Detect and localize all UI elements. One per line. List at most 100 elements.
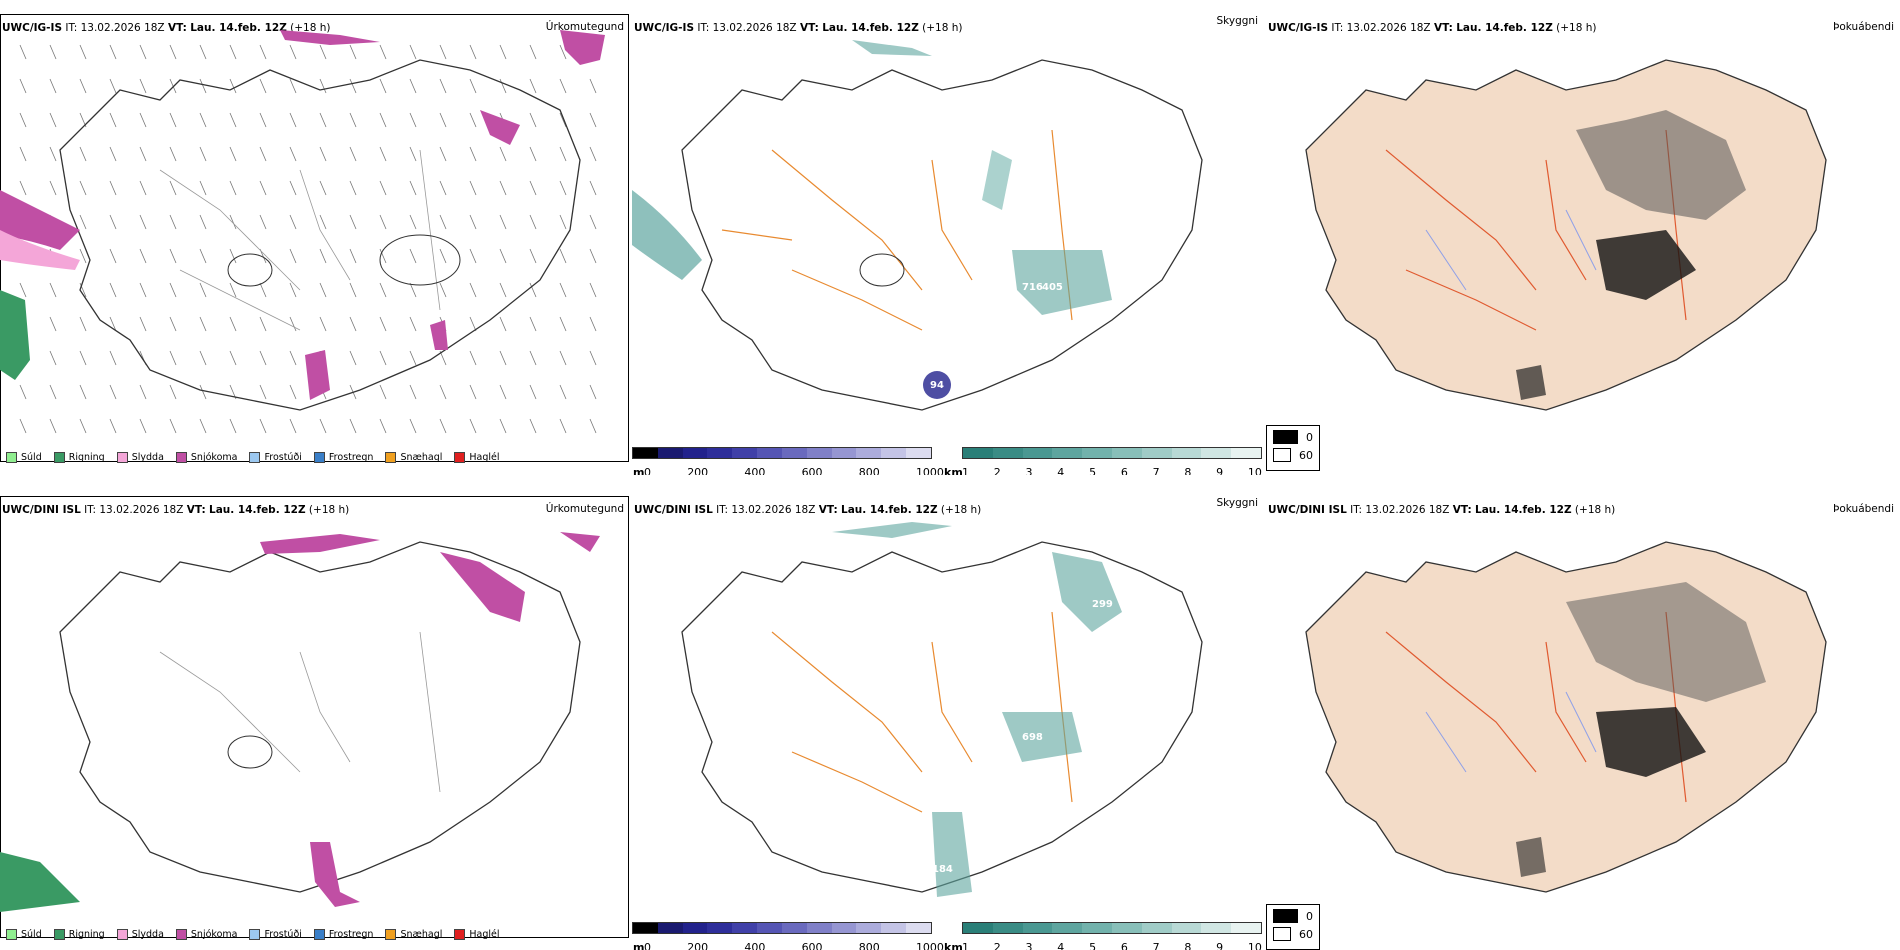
legend-swatch — [1273, 909, 1298, 923]
wind-barb — [589, 112, 597, 128]
wind-barb — [349, 180, 357, 196]
wind-barb — [529, 112, 537, 128]
wind-barb — [379, 78, 387, 94]
wind-barb — [409, 350, 417, 366]
legend-label: 60 — [1299, 927, 1313, 941]
wind-barb — [139, 418, 147, 434]
wind-barb — [109, 282, 117, 298]
wind-barb — [439, 282, 447, 298]
wind-barb — [439, 112, 447, 128]
precip-legend-item: Frostúði — [249, 452, 302, 463]
legend-swatch — [6, 929, 17, 940]
snow-area — [0, 190, 80, 250]
tick-label: 5 — [1089, 466, 1097, 475]
panel-header: UWC/DINI ISL IT: 13.02.2026 18Z VT: Lau.… — [634, 504, 981, 516]
lead-time: (+18 h) — [940, 504, 982, 516]
wind-barb — [439, 146, 447, 162]
legend-label: Frostúði — [264, 452, 302, 463]
colorbar-segment — [906, 448, 931, 458]
wind-barb — [469, 282, 477, 298]
visibility-ticks: 1 2 3 4 5 6 7 8 9 10 — [962, 466, 1262, 475]
tick-label: 0 — [644, 941, 651, 950]
visibility-area — [982, 150, 1012, 210]
panel-header: UWC/DINI ISL IT: 13.02.2026 18Z VT: Lau.… — [2, 504, 349, 516]
init-time: 13.02.2026 18Z — [1365, 504, 1450, 516]
wind-barb — [379, 418, 387, 434]
wind-barb — [529, 282, 537, 298]
tick-label: 4 — [1057, 466, 1065, 475]
wind-barb — [289, 418, 297, 434]
wind-barb — [289, 350, 297, 366]
wind-barb — [79, 418, 87, 434]
tick-label: 3 — [1025, 466, 1033, 475]
wind-barb — [139, 282, 147, 298]
colorbar-segment — [1171, 923, 1202, 933]
legend-label: Slydda — [131, 452, 164, 463]
tick-label: 800 — [858, 466, 880, 475]
wind-barb — [289, 78, 297, 94]
wind-barb — [109, 384, 117, 400]
wind-barb — [259, 112, 267, 128]
visibility-area — [1002, 712, 1082, 762]
tick-label: 7 — [1152, 466, 1160, 475]
roads — [721, 129, 1073, 331]
wind-barb — [19, 78, 27, 94]
wind-barb — [469, 316, 477, 332]
wind-barb — [559, 282, 567, 298]
wind-barb — [439, 418, 447, 434]
snow-area — [560, 532, 600, 552]
wind-barb — [169, 248, 177, 264]
wind-barb — [469, 44, 477, 60]
legend-swatch — [1273, 430, 1298, 444]
wind-barb — [49, 282, 57, 298]
lead-time: (+18 h) — [1574, 504, 1616, 516]
colorbar-segment — [831, 923, 857, 933]
land — [1305, 541, 1827, 893]
wind-barb — [109, 350, 117, 366]
wind-barb — [229, 248, 237, 264]
wind-barb — [49, 384, 57, 400]
legend-swatch — [454, 452, 466, 463]
vt-label: VT: — [1433, 22, 1453, 34]
wind-barb — [319, 146, 327, 162]
precip-legend-item: Slydda — [116, 452, 164, 463]
wind-barb — [169, 316, 177, 332]
wind-barb — [589, 316, 597, 332]
visibility-area — [1052, 552, 1122, 632]
legend-label: 60 — [1299, 448, 1313, 462]
wind-barb — [529, 180, 537, 196]
tick-label: 1000 — [915, 466, 944, 475]
wind-barb — [589, 146, 597, 162]
cloud-panel-bottom: UWC/DINI ISL IT: 13.02.2026 18Z VT: Lau.… — [632, 482, 1264, 950]
wind-barb — [199, 316, 207, 332]
init-time: 13.02.2026 18Z — [1346, 22, 1431, 34]
wind-barb — [109, 112, 117, 128]
wind-barb — [559, 146, 567, 162]
colorbar-segment — [781, 923, 807, 933]
lead-time: (+18 h) — [922, 22, 963, 34]
precip-legend-item: Haglél — [454, 929, 500, 940]
tick-label: 2 — [993, 941, 1001, 950]
land — [1305, 59, 1827, 411]
wind-barb — [529, 248, 537, 264]
valid-time: Lau. 14.feb. 12Z — [1475, 504, 1572, 516]
fog-panel-top: UWC/IG-IS IT: 13.02.2026 18Z VT: Lau. 14… — [1266, 0, 1900, 475]
ceiling-colorbar — [632, 447, 932, 459]
colorbar-segment — [657, 448, 683, 458]
colorbar-segment — [682, 923, 708, 933]
wind-barb — [379, 384, 387, 400]
colorbar-segment — [757, 448, 782, 458]
wind-barb — [349, 44, 357, 60]
precip-legend-item: Snjókoma — [175, 929, 237, 940]
colorbar-segment — [963, 923, 993, 933]
wind-barb — [229, 44, 237, 60]
ceiling-label: 299 — [1092, 599, 1113, 610]
wind-barb — [409, 214, 417, 230]
vt-label: VT: — [167, 22, 187, 34]
it-label: IT: — [716, 504, 729, 516]
it-label: IT: — [1350, 504, 1363, 516]
colorbar-segment — [881, 448, 907, 458]
wind-barb — [289, 248, 297, 264]
tick-label: 9 — [1216, 466, 1224, 475]
fog-legend-item: 0 — [1273, 430, 1313, 444]
